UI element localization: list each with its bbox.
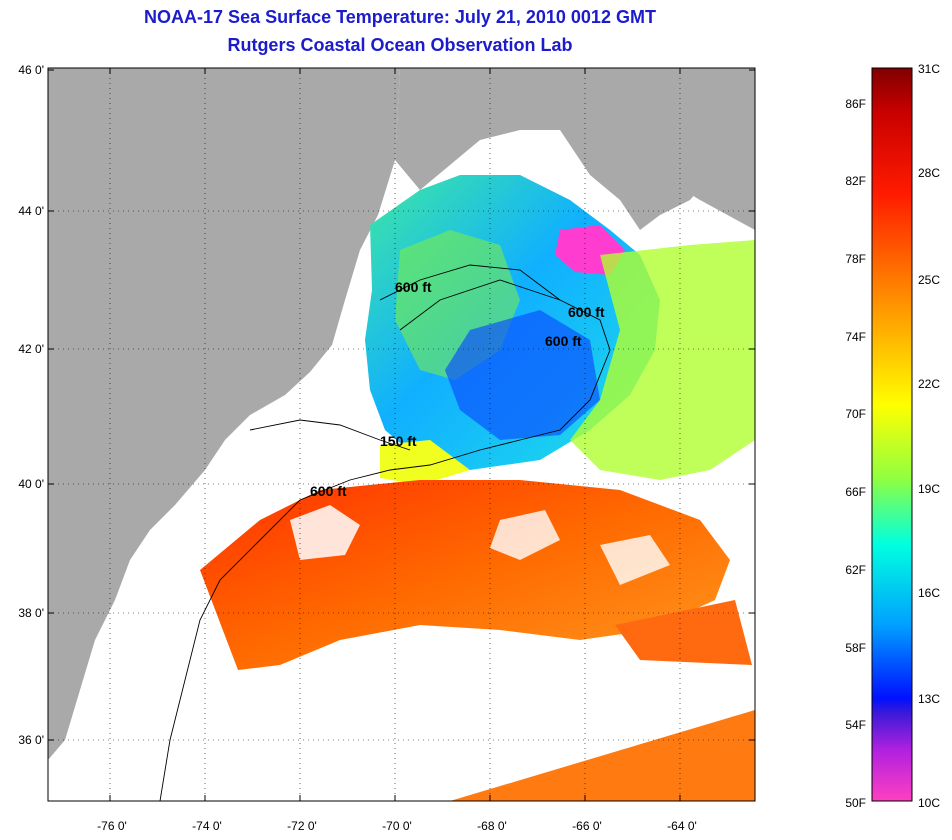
cb-c-19: 19C <box>918 482 940 496</box>
lat-label-36: 36 0' <box>18 733 44 747</box>
cb-f-78: 78F <box>845 252 866 266</box>
lon-label-76: -76 0' <box>97 819 127 833</box>
cb-c-22: 22C <box>918 377 940 391</box>
colorbar: 86F 82F 78F 74F 70F 66F 62F 58F 54F 50F … <box>845 62 940 810</box>
map-subtitle: Rutgers Coastal Ocean Observation Lab <box>227 35 573 55</box>
lon-label-74: -74 0' <box>192 819 222 833</box>
colorbar-gradient <box>871 67 913 802</box>
cb-f-86: 86F <box>845 97 866 111</box>
cb-f-74: 74F <box>845 330 866 344</box>
cb-f-54: 54F <box>845 718 866 732</box>
contour-label-600ft-b: 600 ft <box>568 304 605 320</box>
lon-label-72: -72 0' <box>287 819 317 833</box>
lon-label-64: -64 0' <box>667 819 697 833</box>
map-title: NOAA-17 Sea Surface Temperature: July 21… <box>144 7 656 27</box>
contour-label-600ft-c: 600 ft <box>545 333 582 349</box>
cb-f-62: 62F <box>845 563 866 577</box>
lat-label-38: 38 0' <box>18 606 44 620</box>
sst-imagery <box>200 175 755 801</box>
lat-label-46: 46 0' <box>18 63 44 77</box>
map-frame <box>47 67 756 802</box>
colorbar-fahrenheit-scale: 86F 82F 78F 74F 70F 66F 62F 58F 54F 50F <box>845 97 866 810</box>
contour-labels: 600 ft 600 ft 600 ft 150 ft 600 ft <box>310 279 605 499</box>
lat-label-44: 44 0' <box>18 204 44 218</box>
cb-c-25: 25C <box>918 273 940 287</box>
cb-c-13: 13C <box>918 692 940 706</box>
cb-c-31: 31C <box>918 62 940 76</box>
lat-axis: 46 0' 44 0' 42 0' 40 0' 38 0' 36 0' <box>18 63 44 747</box>
cb-f-66: 66F <box>845 485 866 499</box>
bathymetry-contours <box>159 264 611 802</box>
lon-axis: -76 0' -74 0' -72 0' -70 0' -68 0' -66 0… <box>97 819 697 833</box>
contour-label-150ft: 150 ft <box>380 433 417 449</box>
cb-f-70: 70F <box>845 407 866 421</box>
contour-label-600ft-a: 600 ft <box>395 279 432 295</box>
graticule <box>48 68 755 801</box>
lon-label-66: -66 0' <box>572 819 602 833</box>
cb-c-16: 16C <box>918 586 940 600</box>
lat-label-42: 42 0' <box>18 342 44 356</box>
cb-c-28: 28C <box>918 166 940 180</box>
lon-label-68: -68 0' <box>477 819 507 833</box>
colorbar-celsius-scale: 31C 28C 25C 22C 19C 16C 13C 10C <box>918 62 940 810</box>
cb-c-10: 10C <box>918 796 940 810</box>
cb-f-58: 58F <box>845 641 866 655</box>
contour-label-600ft-d: 600 ft <box>310 483 347 499</box>
lon-label-70: -70 0' <box>382 819 412 833</box>
map-ticks <box>48 68 755 801</box>
cb-f-82: 82F <box>845 174 866 188</box>
lat-label-40: 40 0' <box>18 477 44 491</box>
cb-f-50: 50F <box>845 796 866 810</box>
